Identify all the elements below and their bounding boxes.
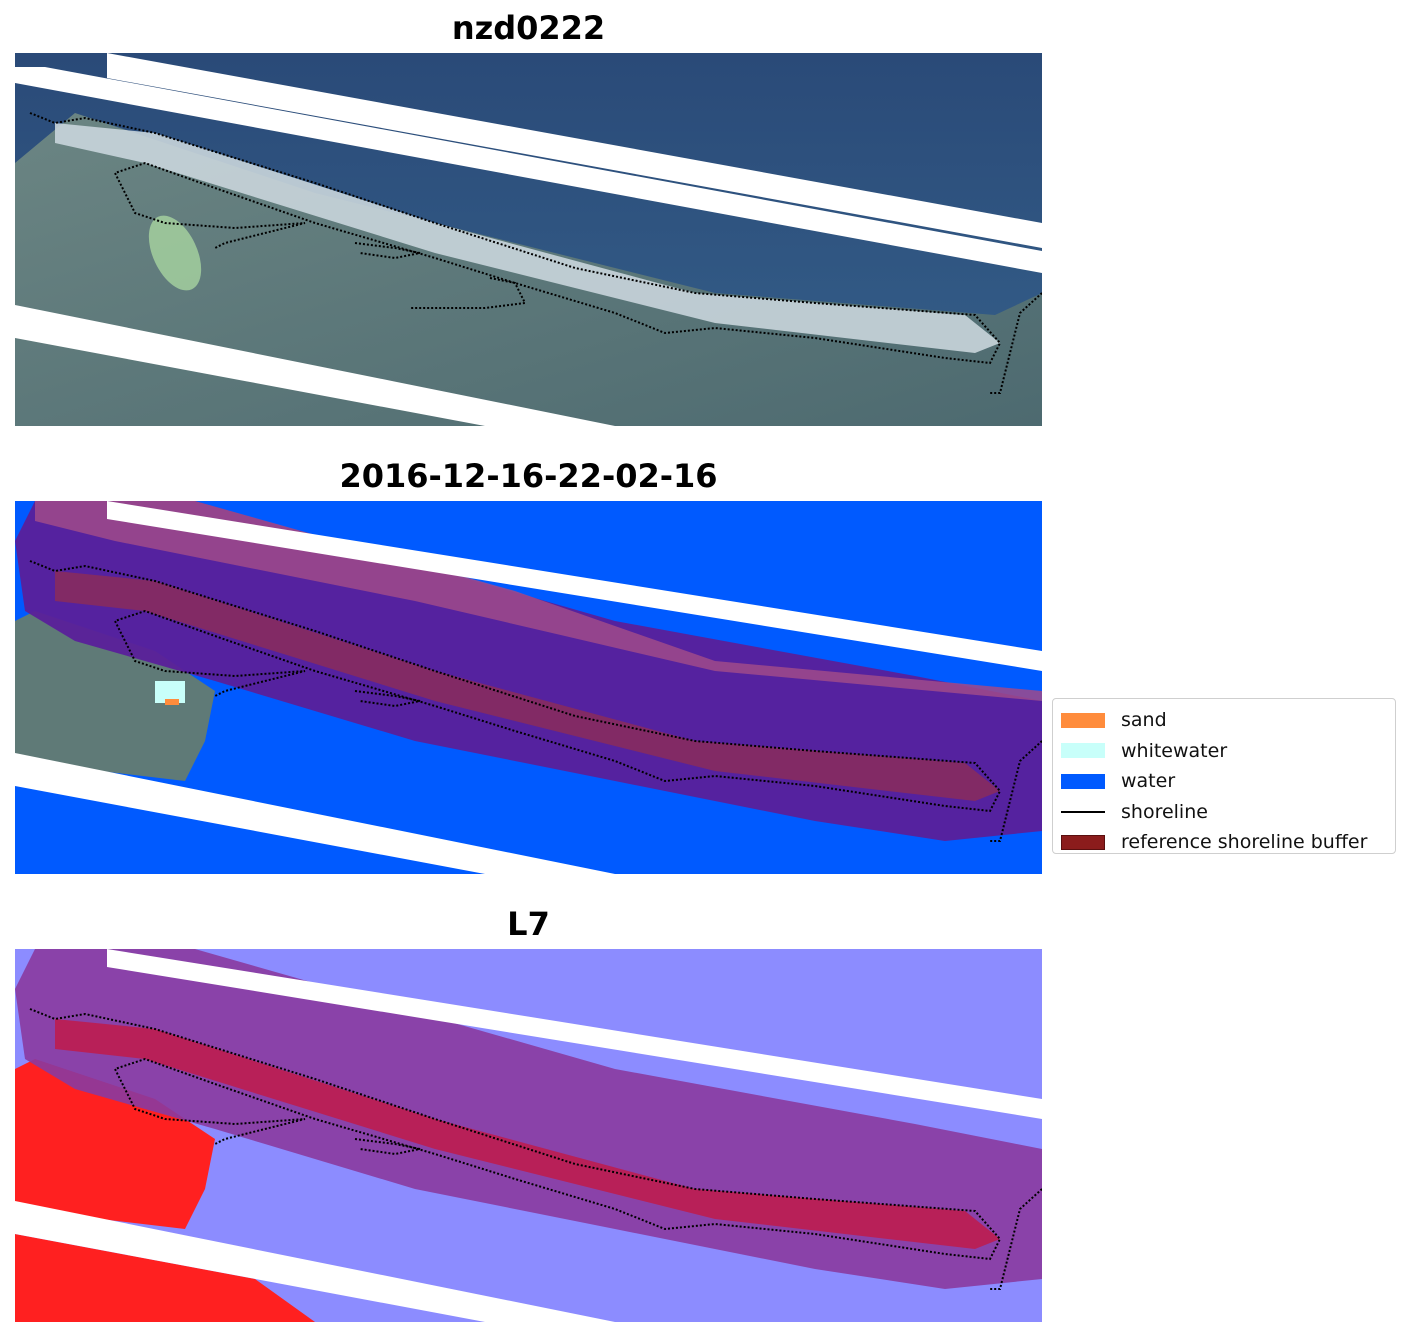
legend-label-reference-buffer: reference shoreline buffer	[1121, 831, 1368, 854]
buffer-inner	[55, 1019, 1000, 1249]
shoreline-inner-loop	[354, 1138, 421, 1156]
legend-swatch-whitewater	[1061, 743, 1105, 759]
shoreline-inner-loop	[354, 242, 421, 260]
nodata-stripe-top-2	[15, 67, 1042, 273]
shoreline-contour	[29, 560, 1002, 813]
panel-title-rgb: nzd0222	[451, 9, 606, 47]
panel-title-index: L7	[507, 905, 550, 943]
nodata-stripe-top	[107, 501, 1042, 671]
rgb-image-canvas	[15, 53, 1042, 426]
panel-title-classified: 2016-12-16-22-02-16	[339, 457, 718, 495]
legend-item-water: water	[1061, 766, 1387, 797]
nodata-stripe-top	[107, 949, 1042, 1119]
index-image	[15, 949, 1042, 1322]
legend-item-whitewater: whitewater	[1061, 736, 1387, 767]
nodata-stripe-bottom	[15, 753, 615, 874]
classified-image-canvas	[15, 501, 1042, 874]
legend-swatch-sand	[1061, 712, 1105, 728]
sand-class-patch	[165, 699, 179, 705]
shoreline-inner-arm	[410, 277, 527, 309]
index-land-area	[15, 1059, 215, 1229]
legend-label-whitewater: whitewater	[1121, 739, 1228, 762]
legend-swatch-reference-buffer	[1061, 834, 1105, 850]
legend: sand whitewater water shoreline referenc…	[1052, 698, 1396, 854]
shoreline-inner-loop	[354, 690, 421, 708]
index-land-south	[15, 1234, 315, 1322]
shoreline-contour	[29, 112, 1002, 365]
shoreline-contour	[29, 1008, 1002, 1261]
legend-label-sand: sand	[1121, 709, 1167, 732]
nodata-stripe-bottom	[15, 305, 615, 426]
buffer-inner	[55, 571, 1000, 801]
index-image-canvas	[15, 949, 1042, 1322]
buffer-overlay-edge	[35, 501, 1042, 701]
legend-label-shoreline: shoreline	[1121, 800, 1208, 823]
legend-swatch-water	[1061, 773, 1105, 789]
legend-item-shoreline: shoreline	[1061, 797, 1387, 828]
beach-strip	[55, 123, 1000, 353]
legend-item-sand: sand	[1061, 705, 1387, 736]
legend-swatch-shoreline	[1061, 810, 1105, 813]
nodata-stripe-top	[107, 53, 1042, 248]
classified-image	[15, 501, 1042, 874]
land-unclassified	[15, 611, 215, 781]
legend-item-reference-buffer: reference shoreline buffer	[1061, 827, 1387, 858]
satellite-image-rgb	[15, 53, 1042, 426]
whitewater-class-patch	[155, 681, 185, 703]
lagoon-patch	[148, 215, 202, 291]
nodata-stripe-bottom	[15, 1201, 615, 1322]
legend-label-water: water	[1121, 770, 1176, 793]
